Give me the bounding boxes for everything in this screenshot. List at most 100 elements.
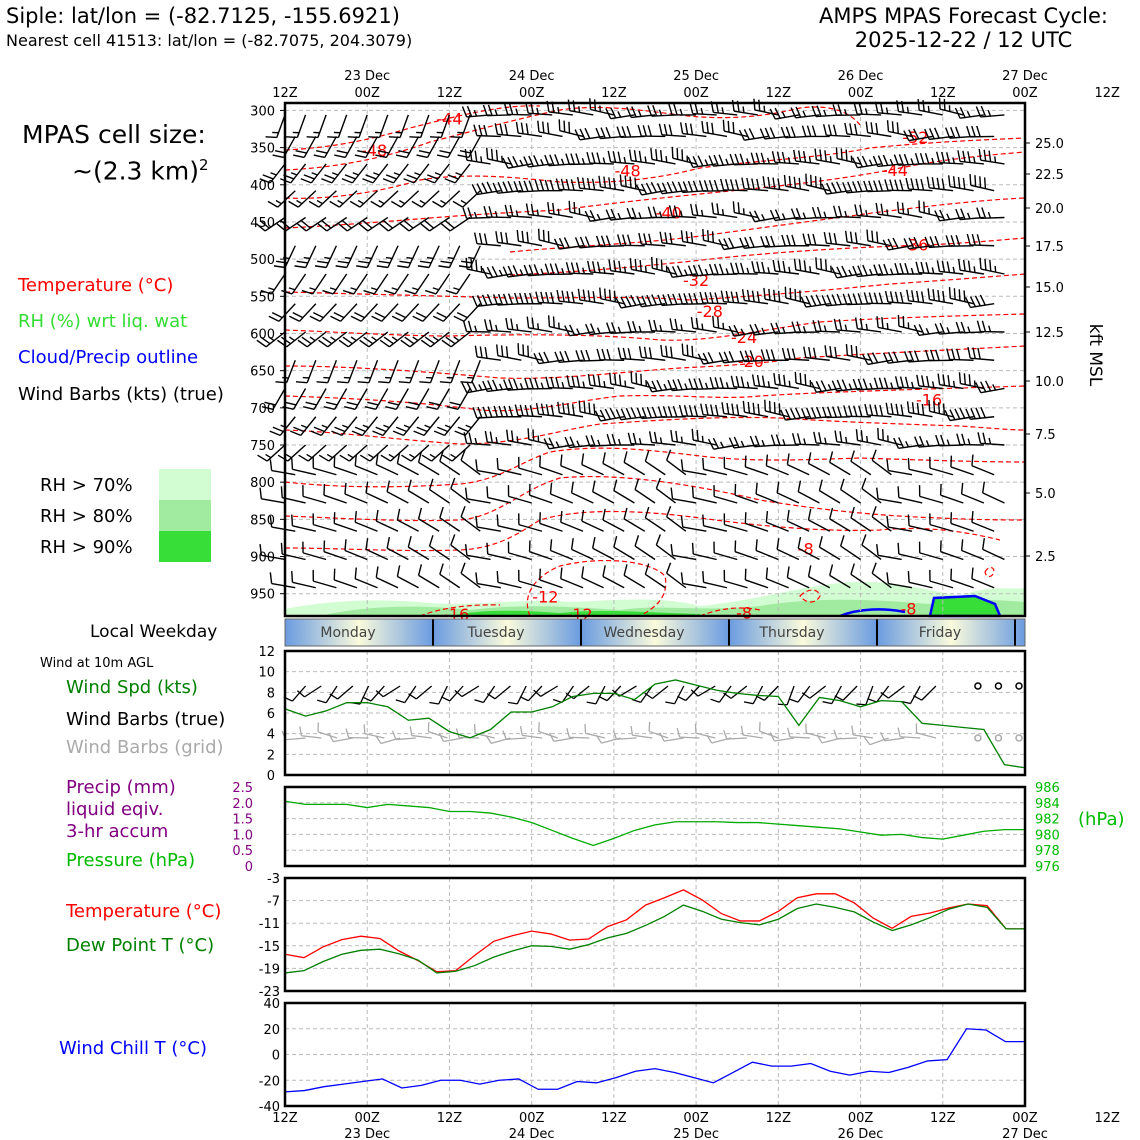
wind-barb: [723, 569, 748, 589]
bottom-hour-label: 00Z: [848, 1111, 874, 1126]
bottom-hour-label: 00Z: [683, 1111, 709, 1126]
top-hour-label: 00Z: [354, 86, 380, 101]
wind-barb: [738, 128, 769, 141]
wind-barb: [760, 235, 789, 248]
wind-barb: [723, 685, 748, 699]
wind-barb: [290, 416, 317, 437]
wind-barb: [417, 507, 440, 532]
wind-barb: [306, 114, 327, 139]
wind-barb: [333, 512, 358, 532]
wind-barb: [300, 163, 327, 184]
height-tick-label: 2.5: [1035, 550, 1056, 565]
wind-barb: [723, 513, 748, 532]
legend-temperature: Temperature (°C): [18, 275, 174, 296]
wind-barb: [375, 566, 399, 589]
wind-barb: [341, 163, 368, 184]
wind-barb: [623, 507, 646, 532]
wind-barb: [372, 416, 399, 437]
wind-barb: [734, 540, 759, 561]
top-date-label: 23 Dec: [344, 69, 390, 84]
wind-barb: [433, 416, 461, 437]
wind-barb: [965, 407, 995, 420]
wind-barb: [318, 331, 348, 348]
wind-barb: [793, 258, 820, 275]
wind-barb: [514, 404, 542, 418]
wind-barb: [777, 685, 795, 706]
wind-barb: [834, 430, 861, 446]
wind-barb: [386, 480, 409, 504]
wind-barb: [671, 146, 697, 165]
wind-barb: [526, 316, 553, 333]
wind-barb: [265, 114, 286, 139]
wind-tick-label: 4: [267, 728, 275, 743]
wind-barb: [475, 515, 501, 532]
wind-barb: [538, 722, 558, 739]
wind-barb: [810, 380, 841, 393]
wind-barb: [702, 514, 728, 532]
wind-barb: [937, 373, 964, 390]
precip-tick-label: 1.5: [232, 813, 253, 828]
wind-panel-title: Wind at 10m AGL: [40, 656, 154, 671]
wind-barb: [404, 273, 430, 295]
wind-barb: [851, 155, 882, 169]
wind-barb: [347, 114, 368, 139]
wind-barb: [605, 107, 635, 120]
top-hour-label: 12Z: [437, 86, 463, 101]
wind-barb: [345, 728, 369, 739]
top-hour-label: 12Z: [272, 86, 298, 101]
precip-tick-label: 0.5: [232, 844, 253, 859]
wind-barb: [945, 235, 974, 247]
wind-barb: [534, 179, 563, 192]
wind-barb: [268, 303, 296, 322]
isotherm-label: -28: [697, 302, 723, 321]
wind-barb: [913, 685, 937, 701]
wind-barb: [333, 455, 358, 476]
wind-barb: [864, 403, 892, 418]
isotherm-line: [984, 566, 995, 578]
isotherm-line: [284, 273, 1026, 301]
wind-barb: [464, 148, 491, 165]
wind-barb: [378, 359, 399, 384]
pressure-tick-label: 982: [1035, 813, 1060, 828]
wind-barb: [312, 456, 337, 476]
wind-barb: [666, 505, 687, 532]
wind-barb: [595, 235, 625, 248]
wind-barb: [356, 245, 379, 269]
wind-barb: [760, 349, 789, 361]
top-hour-label: 12Z: [766, 86, 792, 101]
wind-barb: [475, 459, 501, 476]
wind-barb: [659, 732, 684, 742]
wind-barb: [609, 372, 635, 390]
wind-barb: [358, 216, 389, 232]
wind-barb: [948, 287, 974, 305]
pressure-tick-label: 986: [1035, 781, 1060, 796]
wind-barb: [786, 509, 810, 532]
wind-barb: [255, 216, 286, 232]
wind-barb: [939, 540, 964, 561]
wind-barb: [831, 265, 861, 279]
wind-barb: [608, 259, 635, 275]
wind-barb: [950, 455, 974, 476]
wind-barb: [871, 505, 892, 532]
wind-barb: [440, 216, 471, 232]
wind-barb: [854, 204, 882, 219]
wind-barb: [822, 406, 851, 419]
wind-barb: [383, 273, 409, 295]
wind-barb: [744, 568, 769, 589]
wind-barb: [323, 540, 347, 561]
wind-barb: [657, 405, 686, 418]
wind-barb: [855, 429, 882, 446]
height-tick-label: 7.5: [1035, 428, 1056, 443]
wind-barb: [680, 515, 707, 532]
wind-barb: [794, 371, 820, 390]
calm-circle: [974, 682, 982, 690]
height-tick-label: 17.5: [1035, 240, 1064, 255]
wind-barb: [329, 190, 358, 208]
wind-barb: [628, 149, 656, 165]
wind-barb: [723, 456, 748, 476]
wind-barb: [576, 177, 604, 192]
wind-barb: [474, 685, 496, 704]
wind-barb: [607, 150, 635, 165]
wind-barb: [502, 730, 527, 741]
wind-barb: [344, 388, 368, 410]
